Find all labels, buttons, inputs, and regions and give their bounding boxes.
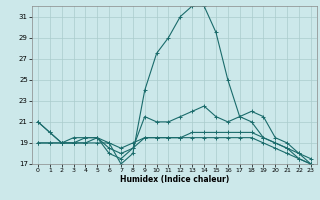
X-axis label: Humidex (Indice chaleur): Humidex (Indice chaleur) [120, 175, 229, 184]
